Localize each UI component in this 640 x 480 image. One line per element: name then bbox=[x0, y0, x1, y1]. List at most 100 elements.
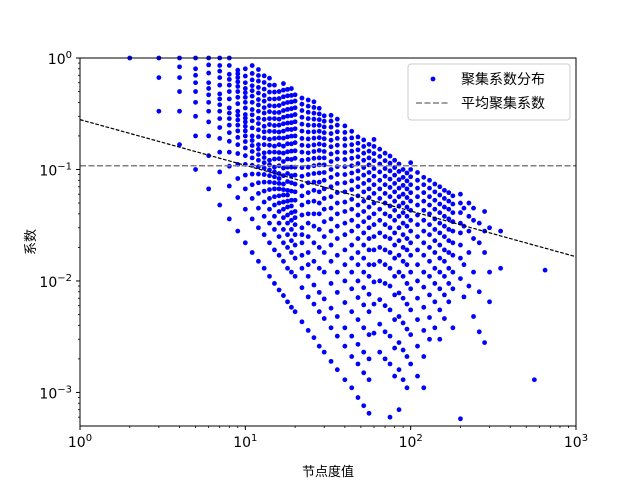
data-point bbox=[226, 216, 232, 222]
data-point bbox=[292, 98, 298, 104]
data-point bbox=[421, 284, 427, 290]
data-point bbox=[226, 110, 232, 116]
data-point bbox=[226, 122, 232, 128]
data-point bbox=[437, 242, 443, 248]
data-point bbox=[285, 265, 290, 271]
data-point bbox=[427, 202, 432, 208]
data-point bbox=[267, 82, 272, 88]
data-point bbox=[193, 80, 198, 86]
data-point bbox=[299, 95, 305, 101]
data-point bbox=[342, 220, 348, 226]
data-point bbox=[272, 116, 277, 121]
data-point bbox=[311, 179, 317, 185]
data-point bbox=[316, 148, 322, 153]
data-point bbox=[235, 128, 241, 134]
data-point bbox=[458, 276, 463, 281]
data-point bbox=[442, 234, 447, 240]
data-point bbox=[366, 170, 372, 175]
data-point bbox=[261, 155, 267, 160]
data-point bbox=[458, 255, 463, 261]
data-point bbox=[289, 99, 294, 105]
data-point bbox=[235, 71, 241, 77]
data-point bbox=[396, 194, 402, 200]
data-point bbox=[177, 75, 182, 81]
data-point bbox=[404, 301, 410, 307]
data-point bbox=[272, 82, 277, 88]
data-point bbox=[400, 245, 406, 250]
data-point bbox=[256, 225, 261, 231]
data-point bbox=[206, 186, 212, 192]
data-point bbox=[276, 252, 282, 258]
data-point bbox=[361, 219, 367, 225]
x-axis-label: 节点度值 bbox=[302, 464, 354, 480]
data-point bbox=[285, 156, 290, 162]
data-point bbox=[217, 116, 223, 121]
data-point bbox=[261, 73, 267, 79]
data-point bbox=[226, 105, 232, 111]
data-point bbox=[342, 199, 348, 205]
data-point bbox=[392, 172, 398, 178]
data-point bbox=[256, 146, 261, 152]
data-point bbox=[349, 333, 355, 339]
data-point bbox=[289, 203, 294, 209]
data-point bbox=[285, 126, 290, 132]
data-point bbox=[177, 108, 182, 114]
data-point bbox=[249, 149, 255, 154]
data-point bbox=[371, 279, 377, 285]
data-point bbox=[482, 250, 487, 255]
data-point bbox=[471, 236, 476, 241]
data-point bbox=[292, 273, 298, 279]
data-point bbox=[328, 194, 334, 200]
data-point bbox=[349, 128, 355, 134]
data-point bbox=[305, 157, 311, 162]
data-point bbox=[292, 92, 298, 98]
data-point bbox=[281, 159, 286, 164]
data-point bbox=[226, 138, 232, 144]
data-point bbox=[382, 150, 388, 156]
data-point bbox=[361, 370, 367, 376]
data-point bbox=[305, 109, 311, 115]
data-point bbox=[299, 142, 305, 148]
data-point bbox=[371, 182, 377, 188]
data-point bbox=[261, 98, 267, 104]
data-point bbox=[342, 262, 348, 268]
data-point bbox=[328, 174, 334, 180]
data-point bbox=[305, 273, 311, 279]
data-point bbox=[400, 167, 406, 172]
data-point bbox=[256, 191, 261, 196]
data-point bbox=[261, 232, 267, 238]
data-point bbox=[261, 86, 267, 92]
data-point bbox=[272, 202, 277, 208]
data-point bbox=[316, 343, 322, 349]
data-point bbox=[249, 63, 255, 68]
data-point bbox=[261, 213, 267, 219]
data-point bbox=[349, 385, 355, 391]
data-point bbox=[392, 345, 398, 351]
data-point bbox=[361, 172, 367, 178]
data-point bbox=[235, 117, 241, 123]
data-point bbox=[242, 80, 248, 86]
data-point bbox=[321, 316, 327, 321]
data-point bbox=[415, 278, 420, 284]
data-point bbox=[334, 136, 340, 141]
x-axis-ticks: 100 101 102 103 bbox=[68, 426, 588, 451]
data-point bbox=[305, 262, 311, 268]
data-point bbox=[392, 181, 398, 186]
data-point bbox=[292, 209, 298, 214]
data-point bbox=[334, 252, 340, 258]
data-point bbox=[334, 149, 340, 155]
data-point bbox=[177, 64, 182, 70]
data-point bbox=[235, 79, 241, 85]
data-point bbox=[321, 196, 327, 201]
data-point bbox=[276, 220, 282, 226]
data-point bbox=[400, 220, 406, 226]
data-point bbox=[342, 377, 348, 383]
data-point bbox=[415, 262, 420, 268]
data-point bbox=[285, 192, 290, 198]
data-point bbox=[392, 273, 398, 279]
data-point bbox=[256, 127, 261, 133]
y-tick-label: 100 bbox=[48, 50, 72, 68]
data-point bbox=[281, 108, 286, 113]
data-point bbox=[267, 128, 272, 134]
data-point bbox=[321, 149, 327, 154]
